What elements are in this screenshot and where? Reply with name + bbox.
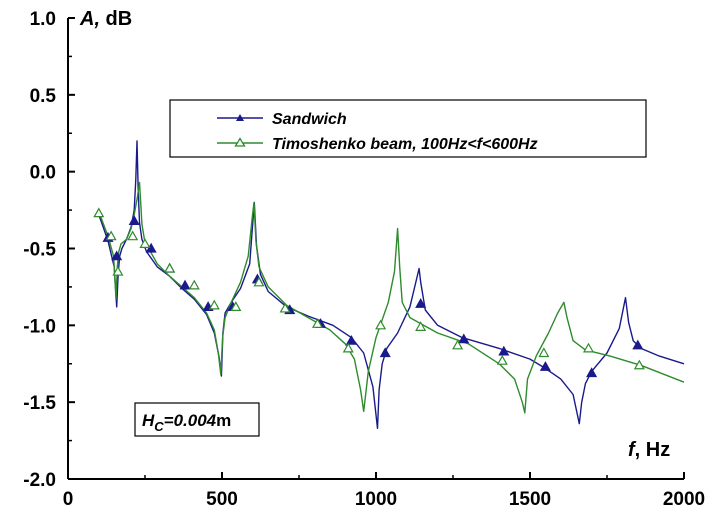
legend: Sandwich Timoshenko beam, 100Hz<f<600Hz: [169, 99, 647, 158]
x-tick-label: 1500: [509, 489, 551, 510]
data-point-timoshenko: [93, 207, 105, 218]
data-point-timoshenko: [208, 299, 220, 310]
series-markers: [93, 207, 645, 378]
data-point-sandwich: [498, 345, 510, 356]
annotation-text: HC=0.004m: [142, 411, 231, 434]
data-point-sandwich: [345, 334, 357, 345]
annotation-value: =0.004: [164, 411, 217, 430]
y-tick-label: 0.5: [30, 86, 57, 107]
annotation-prefix: H: [142, 411, 155, 430]
data-point-sandwich: [379, 347, 391, 358]
y-tick-label: -1.0: [23, 316, 56, 337]
y-axis-label-unit: dB: [100, 8, 132, 30]
x-tick-label: 2000: [663, 489, 705, 510]
data-point-timoshenko: [164, 262, 176, 273]
data-point-sandwich: [415, 298, 427, 308]
annotation-unit: m: [216, 411, 231, 430]
x-tick-label: 0: [63, 489, 74, 510]
data-point-timoshenko: [139, 238, 151, 248]
y-axis-ticks: 1.0 0.5 0.0 -0.5 -1.0 -1.5 -2.0: [23, 9, 75, 491]
data-point-timoshenko: [633, 359, 645, 370]
series-line-timoshenko: [98, 181, 685, 414]
data-point-timoshenko: [127, 230, 139, 241]
data-point-timoshenko: [279, 302, 291, 313]
data-point-sandwich: [179, 279, 191, 290]
legend-marker-sandwich: [236, 114, 244, 121]
x-tick-label: 500: [206, 489, 238, 510]
legend-box: [169, 99, 647, 158]
data-point-timoshenko: [253, 276, 265, 287]
data-point-timoshenko: [112, 265, 124, 276]
data-point-timoshenko: [582, 342, 595, 353]
y-axis-label: A, dB: [79, 8, 132, 30]
data-point-sandwich: [111, 250, 123, 261]
x-axis-label-var: f: [628, 439, 637, 461]
data-point-sandwich: [632, 339, 644, 350]
data-point-timoshenko: [188, 279, 200, 290]
data-point-timoshenko: [230, 301, 242, 311]
y-axis-label-var: A,: [79, 8, 100, 30]
data-point-timoshenko: [105, 230, 117, 241]
annotation-sub: C: [154, 419, 164, 434]
annotation-box: [134, 402, 260, 437]
data-point-timoshenko: [342, 342, 354, 353]
y-tick-label: 0.0: [30, 163, 56, 184]
x-axis-label-unit: , Hz: [635, 439, 671, 461]
y-tick-label: -2.0: [23, 470, 56, 491]
x-tick-label: 1000: [355, 489, 397, 510]
legend-label-timoshenko: Timoshenko beam, 100Hz<f<600Hz: [272, 136, 538, 153]
data-point-sandwich: [586, 367, 598, 378]
data-point-sandwich: [539, 361, 551, 371]
data-point-timoshenko: [415, 321, 427, 331]
legend-label-sandwich: Sandwich: [272, 111, 347, 128]
data-point-sandwich: [458, 333, 470, 344]
x-axis-label: f, Hz: [628, 439, 670, 461]
data-point-timoshenko: [496, 354, 508, 365]
y-tick-label: 1.0: [30, 9, 56, 30]
data-point-sandwich: [128, 215, 140, 225]
y-tick-label: -1.5: [23, 393, 56, 414]
data-point-timoshenko: [538, 347, 550, 358]
legend-marker-timoshenko: [234, 137, 246, 147]
data-point-timoshenko: [311, 318, 324, 328]
data-point-timoshenko: [452, 339, 464, 350]
y-tick-label: -0.5: [23, 240, 56, 261]
data-point-timoshenko: [375, 319, 387, 330]
annotation-hc: HC=0.004m: [134, 402, 260, 437]
x-axis-ticks: 0 500 1000 1500 2000: [63, 472, 705, 510]
data-point-sandwich: [145, 242, 157, 253]
